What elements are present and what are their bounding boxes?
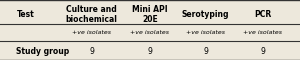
Text: 9: 9 [148,47,152,56]
Text: PCR: PCR [254,10,271,19]
Text: Culture and
biochemical: Culture and biochemical [66,5,117,24]
Text: Mini API
20E: Mini API 20E [132,5,168,24]
Text: +ve isolates: +ve isolates [186,30,225,36]
Text: +ve isolates: +ve isolates [243,30,282,36]
Text: 9: 9 [89,47,94,56]
Text: +ve isolates: +ve isolates [72,30,111,36]
Text: 9: 9 [203,47,208,56]
Text: Test: Test [16,10,34,19]
Text: 9: 9 [260,47,265,56]
Text: +ve isolates: +ve isolates [130,30,170,36]
Text: Study group: Study group [16,47,70,56]
Text: Serotyping: Serotyping [182,10,229,19]
